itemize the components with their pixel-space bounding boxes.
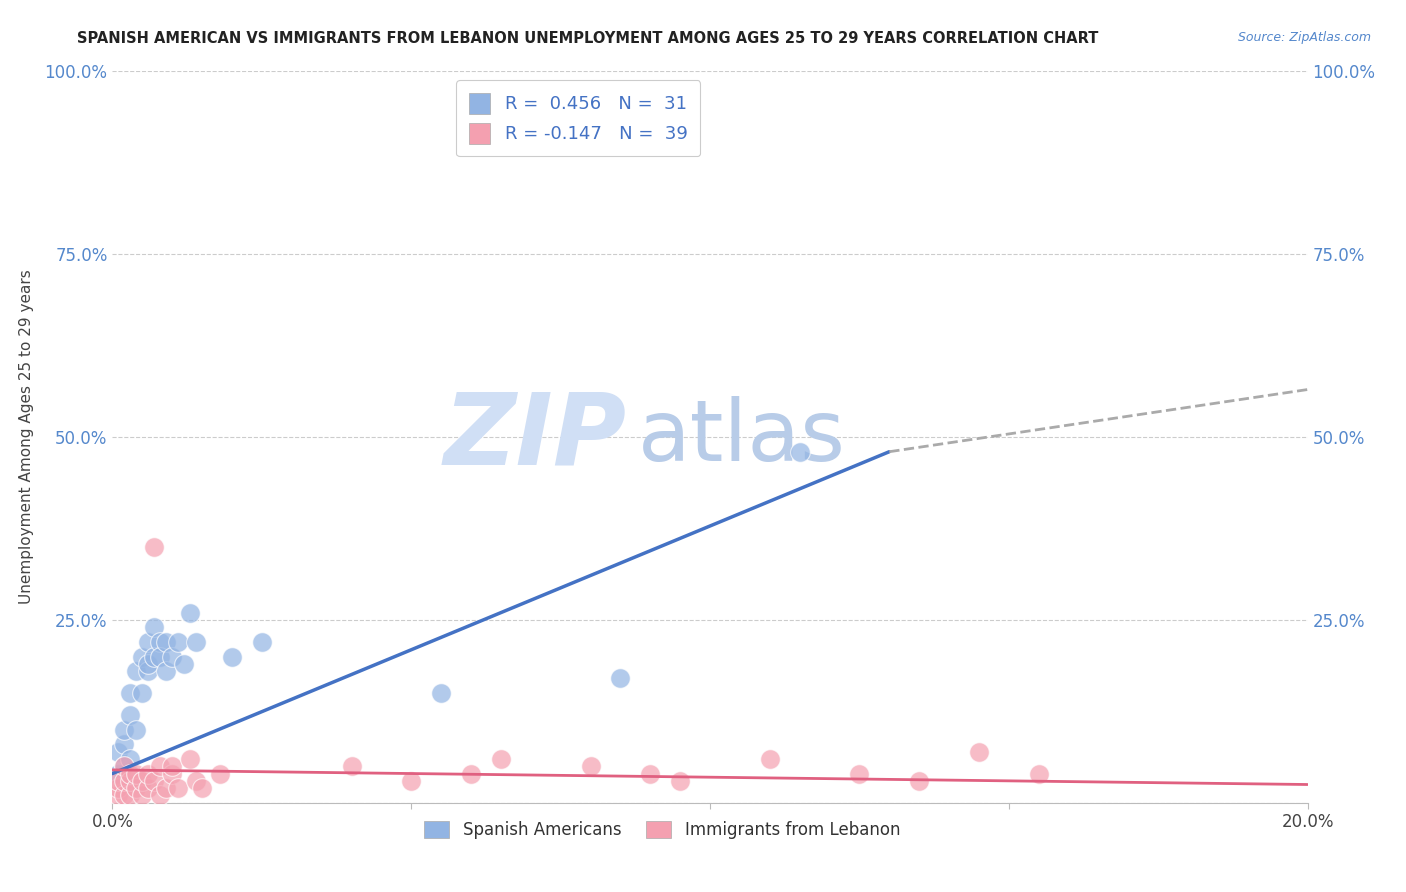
Point — [138, 635, 160, 649]
Point — [120, 773, 142, 788]
Point — [759, 752, 782, 766]
Point — [107, 773, 129, 788]
Point — [107, 745, 129, 759]
Point — [789, 444, 811, 458]
Point — [430, 686, 453, 700]
Point — [155, 781, 177, 796]
Point — [460, 766, 482, 780]
Point — [155, 664, 177, 678]
Point — [191, 781, 214, 796]
Point — [107, 781, 129, 796]
Point — [186, 773, 208, 788]
Point — [848, 766, 870, 780]
Point — [1028, 766, 1050, 780]
Point — [401, 773, 423, 788]
Point — [107, 766, 129, 780]
Point — [120, 708, 142, 723]
Point — [143, 649, 166, 664]
Point — [162, 759, 183, 773]
Point — [125, 664, 148, 678]
Point — [114, 759, 135, 773]
Point — [908, 773, 931, 788]
Point — [143, 620, 166, 634]
Point — [114, 737, 135, 751]
Point — [138, 781, 160, 796]
Point — [125, 781, 148, 796]
Point — [579, 759, 602, 773]
Point — [162, 766, 183, 780]
Point — [131, 773, 153, 788]
Point — [609, 672, 631, 686]
Point — [489, 752, 512, 766]
Point — [138, 657, 160, 671]
Point — [669, 773, 692, 788]
Text: SPANISH AMERICAN VS IMMIGRANTS FROM LEBANON UNEMPLOYMENT AMONG AGES 25 TO 29 YEA: SPANISH AMERICAN VS IMMIGRANTS FROM LEBA… — [77, 31, 1098, 46]
Point — [149, 649, 172, 664]
Text: ZIP: ZIP — [443, 389, 627, 485]
Point — [167, 781, 190, 796]
Point — [120, 752, 142, 766]
Point — [149, 789, 172, 803]
Point — [167, 635, 190, 649]
Point — [107, 789, 129, 803]
Point — [131, 789, 153, 803]
Point — [120, 766, 142, 780]
Point — [179, 752, 201, 766]
Point — [186, 635, 208, 649]
Point — [250, 635, 273, 649]
Point — [640, 766, 662, 780]
Point — [149, 635, 172, 649]
Point — [173, 657, 195, 671]
Point — [138, 766, 160, 780]
Point — [209, 766, 232, 780]
Point — [120, 789, 142, 803]
Point — [143, 540, 166, 554]
Point — [114, 759, 135, 773]
Text: Source: ZipAtlas.com: Source: ZipAtlas.com — [1237, 31, 1371, 45]
Point — [143, 773, 166, 788]
Point — [967, 745, 990, 759]
Point — [221, 649, 243, 664]
Y-axis label: Unemployment Among Ages 25 to 29 years: Unemployment Among Ages 25 to 29 years — [18, 269, 34, 605]
Point — [179, 606, 201, 620]
Point — [162, 649, 183, 664]
Point — [131, 649, 153, 664]
Point — [155, 635, 177, 649]
Legend: Spanish Americans, Immigrants from Lebanon: Spanish Americans, Immigrants from Leban… — [415, 811, 910, 849]
Point — [114, 789, 135, 803]
Point — [340, 759, 363, 773]
Point — [120, 686, 142, 700]
Text: atlas: atlas — [638, 395, 846, 479]
Point — [131, 686, 153, 700]
Point — [125, 723, 148, 737]
Point — [149, 759, 172, 773]
Point — [138, 664, 160, 678]
Point — [114, 773, 135, 788]
Point — [125, 766, 148, 780]
Point — [114, 723, 135, 737]
